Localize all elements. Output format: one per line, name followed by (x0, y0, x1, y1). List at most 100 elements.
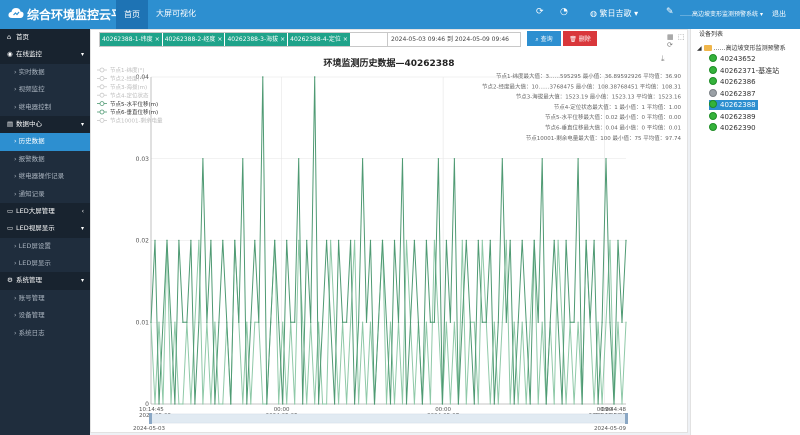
chevron-down-icon: ▾ (634, 9, 639, 18)
legend-item: 节点1-纬度(°) (110, 66, 145, 74)
sidebar-item-3[interactable]: › 视频监控 (0, 81, 90, 98)
sensor-tag[interactable]: 40262388-2-经度 × (162, 33, 225, 46)
sidebar-item-0[interactable]: ⌂ 首页 (0, 29, 90, 47)
logout-link[interactable]: 退出 (772, 10, 786, 18)
stats-line: 节点6-垂直位移最大值：0.04 最小值：0 平均值：0.01 (545, 124, 681, 132)
refresh-icon[interactable]: ⟳ (536, 7, 544, 17)
date-range-input[interactable]: 2024-05-03 09:46 到 2024-05-09 09:46 (387, 32, 521, 47)
data-point (433, 321, 436, 323)
sidebar-item-12[interactable]: › LED屏设置 (0, 238, 90, 255)
sensor-tag[interactable]: 40262388-4-定位 × (288, 33, 350, 46)
tag-close-icon[interactable]: × (342, 36, 348, 43)
pen-icon[interactable]: ✎ (666, 7, 674, 17)
sidebar-item-label: 视频监控 (18, 85, 45, 94)
sidebar-item-6[interactable]: › 历史数据 (0, 133, 90, 151)
sidebar-item-15[interactable]: › 账号管理 (0, 290, 90, 307)
device-tree-root[interactable]: ◢ ……高边坡变形监测预警系 (697, 43, 786, 52)
data-point (437, 158, 440, 160)
data-point (162, 403, 164, 405)
sidebar-group-icon: ⚙ (7, 276, 13, 285)
data-point (521, 321, 523, 323)
data-point (601, 403, 603, 405)
sidebar-item-label: 系统管理 (16, 276, 42, 285)
data-point (234, 239, 236, 242)
device-id: 40262386 (720, 78, 756, 86)
data-point (158, 403, 160, 405)
data-point (501, 321, 503, 323)
data-point (278, 321, 280, 323)
data-point (282, 321, 284, 323)
data-point (170, 403, 172, 405)
nav-home[interactable]: 首页 (116, 0, 148, 29)
sidebar-item-16[interactable]: › 设备管理 (0, 307, 90, 324)
device-tree-root-label: ……高边坡变形监测预警系 (713, 45, 786, 52)
sidebar-item-9[interactable]: › 通知记录 (0, 186, 90, 203)
data-point (222, 403, 224, 405)
y-tick-label: 0.04 (136, 74, 150, 81)
stats-line: 节点3-海拔最大值：1523.19 最小值：1523.13 平均值：1523.1… (516, 93, 682, 101)
delete-button[interactable]: 🗑 删除 (563, 31, 597, 46)
user-name: ……高边坡变形监测预警系统 (680, 11, 759, 18)
data-point (425, 321, 428, 323)
y-tick-label: 0 (145, 401, 149, 408)
x-tick-time: 00:00 (274, 407, 290, 413)
sidebar-item-5[interactable]: ▤ 数据中心 ▾ (0, 115, 90, 134)
sidebar-item-10[interactable]: ▭ LED大屏管理 ‹ (0, 202, 90, 221)
data-point (473, 321, 475, 323)
data-point (369, 321, 372, 323)
language-label: 繁日吉歌 (599, 9, 632, 18)
query-button[interactable]: ⌕ 查询 (527, 31, 561, 46)
user-menu[interactable]: ……高边坡变形监测预警系统 ▾ (680, 9, 763, 18)
device-item[interactable]: 40262387 (709, 88, 758, 99)
chevron-right-icon: › (14, 293, 19, 302)
download-icon[interactable]: ⤓ (661, 54, 665, 63)
data-point (298, 239, 300, 242)
slider-start-label: 2024-05-03 (133, 426, 165, 432)
data-point (262, 76, 264, 78)
data-point (202, 403, 204, 405)
device-item[interactable]: 40262371-基准站 (709, 65, 781, 76)
data-point (385, 321, 388, 323)
device-item[interactable]: 40262390 (709, 123, 758, 133)
data-point (605, 321, 607, 323)
data-point (266, 403, 268, 405)
data-point (298, 158, 300, 160)
data-point (286, 403, 288, 405)
sensor-tag[interactable]: 40262388-3-海拔 × (225, 33, 288, 46)
stats-line: 节点10001-剩余电量最大值：100 最小值：75 平均值：97.74 (526, 134, 682, 142)
tag-close-icon[interactable]: × (280, 36, 286, 43)
language-selector[interactable]: ◍ 繁日吉歌 ▾ (590, 8, 638, 19)
device-item[interactable]: 40262388 (709, 100, 758, 110)
view-toggle-icons[interactable]: ▦ ⬚ ⟳ (667, 33, 686, 49)
data-point (226, 321, 228, 323)
sidebar-item-4[interactable]: › 继电器控制 (0, 99, 90, 116)
bell-icon[interactable]: ◔ (560, 7, 568, 17)
sidebar-item-2[interactable]: › 实时数据 (0, 64, 90, 81)
sidebar-item-13[interactable]: › LED屏显示 (0, 255, 90, 272)
tag-close-icon[interactable]: × (154, 36, 160, 43)
legend-item: 节点10001-剩余电量 (110, 117, 163, 125)
data-point (509, 239, 511, 242)
device-item[interactable]: 40262389 (709, 111, 758, 122)
device-item[interactable]: 40262386 (709, 77, 758, 87)
data-point (621, 321, 623, 323)
sidebar-item-11[interactable]: ▭ LED视屏显示 ▾ (0, 220, 90, 238)
data-point (433, 239, 436, 242)
sidebar-item-17[interactable]: › 系统日志 (0, 325, 90, 342)
nav-bigscreen[interactable]: 大屏可视化 (156, 9, 196, 18)
sidebar-item-1[interactable]: ◉ 在线监控 ▾ (0, 46, 90, 64)
data-point (246, 321, 248, 323)
sensor-tag-select[interactable]: 40262388-1-纬度 × 40262388-2-经度 × 40262388-3-海… (99, 32, 461, 47)
sidebar-item-label: 首页 (16, 33, 29, 41)
data-point (533, 239, 535, 242)
data-point (317, 403, 320, 405)
tag-close-icon[interactable]: × (217, 36, 223, 43)
sidebar-item-14[interactable]: ⚙ 系统管理 ▾ (0, 272, 90, 290)
sidebar-group-icon: ▭ (7, 206, 14, 215)
sidebar-group-icon: ⌂ (7, 33, 12, 41)
sensor-tag[interactable]: 40262388-1-纬度 × (100, 33, 162, 46)
sidebar-item-8[interactable]: › 继电器操作记录 (0, 168, 90, 185)
sidebar-item-7[interactable]: › 报警数据 (0, 151, 90, 168)
data-point (302, 403, 304, 405)
device-item[interactable]: 40243652 (709, 54, 758, 64)
